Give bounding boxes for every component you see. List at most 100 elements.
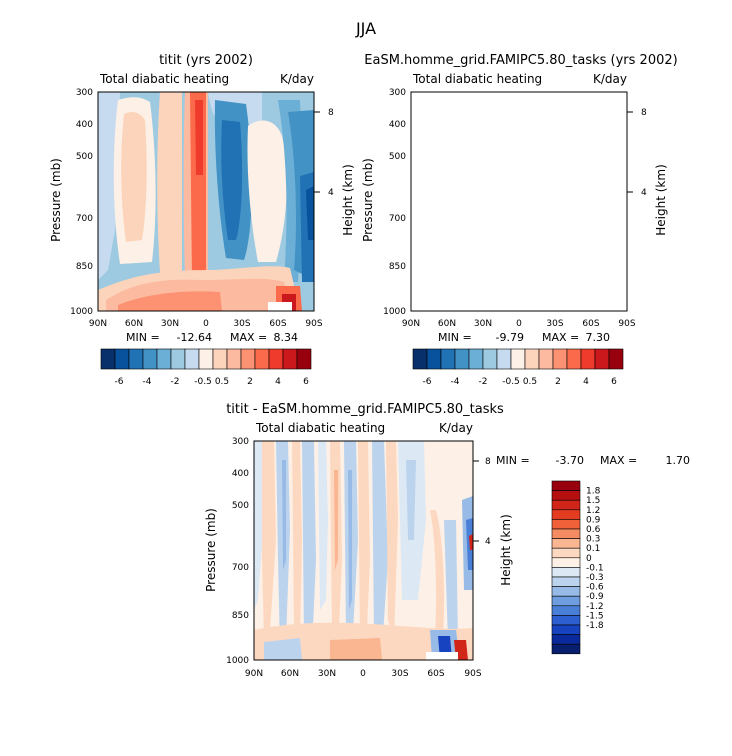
figure-title: JJA [355, 19, 376, 38]
panel-1-units: K/day [280, 72, 314, 86]
panel-2-heatmap [411, 92, 627, 311]
panel-3-stats: MIN = -3.70 MAX = 1.70 [496, 454, 690, 467]
panel-2-cbar-label: -6 [423, 377, 432, 387]
panel-2-colorbar-swatch [468, 348, 484, 370]
panel-3-ylabel: Pressure (mb) [204, 508, 218, 592]
panel-2-max-label: MAX = [542, 331, 579, 344]
panel-3-cbar-label: -1.8 [586, 621, 604, 631]
panel-3-units: K/day [439, 421, 473, 435]
panel-3-xtick-30s: 30S [391, 669, 408, 679]
panel-2-cbar-label: 4 [583, 377, 589, 387]
panel-2-colorbar-swatch [510, 348, 526, 370]
panel-3-y2tick-8: 8 [485, 457, 491, 467]
panel-3-colorbar-swatch [551, 595, 581, 607]
panel-3-heatmap [254, 441, 473, 660]
panel-3-title: titit - EaSM.homme_grid.FAMIPC5.80_tasks [226, 402, 504, 417]
panel-1-title: titit (yrs 2002) [159, 53, 253, 68]
panel-3-left-label: Total diabatic heating [255, 421, 385, 435]
panel-1-colorbar-swatch [212, 348, 228, 370]
panel-3-colorbar-swatch [551, 586, 581, 597]
panel-3-cbar-label: 0.6 [586, 525, 601, 535]
panel-1-ytick-500: 500 [76, 152, 93, 162]
panel-1-y2tick-8: 8 [328, 108, 334, 118]
panel-3-ytick-700: 700 [232, 563, 249, 573]
panel-3-max-label: MAX = [600, 454, 637, 467]
panel-1-ytick-700: 700 [76, 214, 93, 224]
panel-3: titit - EaSM.homme_grid.FAMIPC5.80_tasks… [204, 402, 690, 679]
panel-1-cbar-label: -6 [115, 377, 124, 387]
panel-1-xtick-90n: 90N [89, 319, 107, 329]
panel-3-cbar-label: -1.5 [586, 611, 604, 621]
panel-3-colorbar-swatch [551, 634, 581, 645]
panel-3-colorbar-swatch [551, 547, 581, 559]
panel-3-colorbar-swatch [551, 528, 581, 539]
panel-3-colorbar-swatch [551, 509, 581, 520]
panel-1-stats: MIN = -12.64 MAX = 8.34 [126, 331, 298, 344]
panel-1-xtick-90s: 90S [305, 319, 322, 329]
panel-3-frame [253, 440, 474, 661]
panel-3-colorbar-swatch [551, 567, 581, 578]
panel-3-cbar-label: 1.5 [586, 496, 600, 506]
panel-3-ytick-1000: 1000 [226, 656, 249, 666]
panel-2-xtick-0: 0 [516, 319, 522, 329]
panel-1-max-value: 8.34 [274, 331, 299, 344]
panel-2-colorbar-swatch [426, 348, 442, 370]
panel-2-colorbar-swatch [594, 348, 610, 370]
panel-3-xtick-60s: 60S [427, 669, 444, 679]
panel-2-max-value: 7.30 [586, 331, 611, 344]
panel-1-colorbar-swatch [128, 348, 144, 370]
panel-1-max-label: MAX = [230, 331, 267, 344]
panel-1-xtick-30n: 30N [161, 319, 179, 329]
panel-3-cbar-label: -0.1 [586, 563, 604, 573]
panel-2-colorbar-swatch [412, 348, 428, 370]
panel-3-cbar-label: 0.3 [586, 535, 600, 545]
panel-3-cbar-label: 1.8 [586, 487, 601, 497]
panel-1-colorbar-swatch [100, 348, 116, 370]
panel-2-colorbar-swatch [552, 348, 568, 370]
panel-2-colorbar-swatch [608, 348, 624, 370]
panel-1-left-label: Total diabatic heating [99, 72, 229, 86]
panel-1-colorbar-swatch [282, 348, 298, 370]
panel-1-colorbar-swatch [156, 348, 172, 370]
panel-2-cbar-label: 2 [555, 377, 561, 387]
panel-3-x-ticks: 90N 60N 30N 0 30S 60S 90S [245, 669, 482, 679]
panel-1: titit (yrs 2002) Total diabatic heating … [49, 53, 355, 387]
panel-1-y-ticks: 300 400 500 700 850 1000 [70, 88, 93, 317]
panel-3-colorbar-swatch [551, 557, 581, 568]
panel-1-frame [97, 91, 315, 312]
panel-3-colorbar [551, 480, 581, 655]
panel-2-colorbar-swatch [566, 348, 582, 370]
panel-2-cbar-label: -0.5 [502, 377, 520, 387]
panel-1-colorbar-swatch [254, 348, 270, 370]
panel-2: EaSM.homme_grid.FAMIPC5.80_tasks (yrs 20… [361, 53, 678, 387]
panel-2-colorbar-swatch [482, 348, 498, 370]
panel-1-ytick-1000: 1000 [70, 307, 93, 317]
panel-3-cbar-label: -0.9 [586, 592, 604, 602]
panel-2-left-label: Total diabatic heating [412, 72, 542, 86]
panel-1-cbar-label: 2 [247, 377, 253, 387]
panel-2-xtick-30n: 30N [474, 319, 492, 329]
panel-2-ylabel: Pressure (mb) [361, 158, 375, 242]
panel-1-xtick-30s: 30S [233, 319, 250, 329]
panel-2-ytick-700: 700 [389, 214, 406, 224]
panel-1-cbar-label: -0.5 [194, 377, 212, 387]
panel-1-y2label: Height (km) [341, 164, 355, 235]
panel-1-cbar-label: 6 [303, 377, 309, 387]
panel-1-xtick-60n: 60N [125, 319, 143, 329]
panel-3-cbar-label: -0.3 [586, 573, 604, 583]
panel-3-xtick-90s: 90S [464, 669, 481, 679]
panel-2-cbar-label: -2 [479, 377, 488, 387]
panel-1-colorbar-labels: -6 -4 -2 -0.5 0.5 2 4 6 [115, 377, 310, 387]
panel-2-colorbar [412, 348, 624, 370]
panel-2-ytick-1000: 1000 [383, 307, 406, 317]
panel-3-colorbar-swatch [551, 643, 581, 655]
panel-2-title: EaSM.homme_grid.FAMIPC5.80_tasks (yrs 20… [364, 53, 677, 68]
panel-3-colorbar-swatch [551, 605, 581, 616]
panel-3-ytick-400: 400 [232, 469, 249, 479]
panel-3-colorbar-swatch [551, 624, 581, 635]
panel-2-units: K/day [593, 72, 627, 86]
panel-1-xtick-60s: 60S [269, 319, 286, 329]
panel-1-colorbar-swatch [142, 348, 158, 370]
panel-3-colorbar-swatch [551, 538, 581, 549]
